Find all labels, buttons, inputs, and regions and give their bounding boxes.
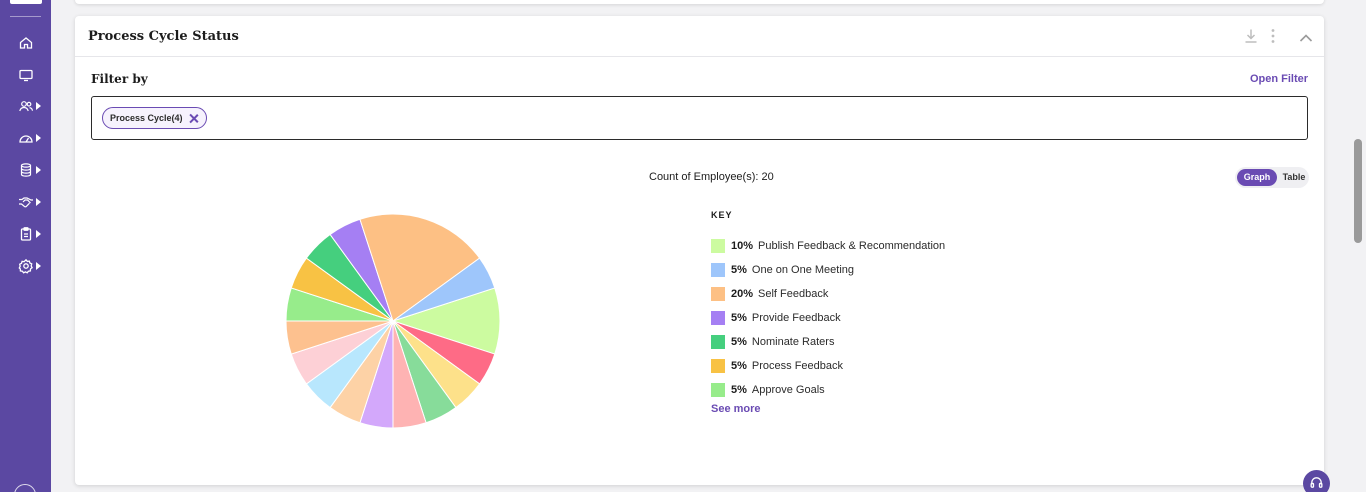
legend-swatch — [711, 383, 725, 397]
legend-item: 20% Self Feedback — [711, 282, 945, 306]
legend-item: 5% Approve Goals — [711, 378, 945, 402]
legend-swatch — [711, 263, 725, 277]
legend-percent: 5% — [731, 312, 747, 324]
legend-label: One on One Meeting — [751, 264, 855, 276]
legend-label: Provide Feedback — [751, 312, 841, 324]
headset-icon — [1310, 477, 1323, 488]
sidebar-item-database[interactable] — [0, 159, 51, 181]
support-button[interactable] — [1303, 470, 1330, 492]
legend-swatch — [711, 335, 725, 349]
sidebar-item-settings[interactable] — [0, 255, 51, 277]
sidebar-item-clipboard[interactable] — [0, 223, 51, 245]
legend-key-title: KEY — [711, 210, 733, 220]
legend-percent: 5% — [731, 384, 747, 396]
see-more-link[interactable]: See more — [711, 403, 761, 415]
legend-percent: 20% — [731, 288, 754, 300]
legend-label: Approve Goals — [751, 384, 825, 396]
view-toggle: Graph Table — [1235, 167, 1309, 188]
sidebar-item-monitor[interactable] — [0, 64, 51, 86]
legend: 10% Publish Feedback & Recommendation 5% O… — [711, 234, 945, 402]
legend-item: 10% Publish Feedback & Recommendation — [711, 234, 945, 258]
open-filter-link[interactable]: Open Filter — [1249, 73, 1308, 85]
pie-chart — [285, 213, 501, 429]
pie-slice[interactable] — [392, 257, 496, 322]
graph-toggle-button[interactable]: Graph — [1237, 169, 1277, 186]
sidebar-item-dashboard[interactable] — [0, 127, 51, 149]
users-icon — [19, 101, 34, 112]
handshake-icon — [19, 197, 33, 208]
legend-percent: 5% — [731, 264, 747, 276]
more-vertical-icon[interactable] — [1264, 27, 1282, 45]
filter-chip[interactable]: Process Cycle(4) — [102, 107, 207, 129]
card-header: Process Cycle Status — [75, 16, 1324, 57]
legend-swatch — [711, 239, 725, 253]
database-icon — [20, 163, 32, 177]
filter-by-label: Filter by — [91, 72, 148, 86]
legend-item: 5% Nominate Raters — [711, 330, 945, 354]
monitor-icon — [19, 69, 33, 82]
page-scrollbar[interactable] — [1354, 139, 1362, 243]
legend-swatch — [711, 359, 725, 373]
pie-slice[interactable] — [359, 213, 481, 322]
legend-percent: 5% — [731, 360, 747, 372]
table-toggle-button[interactable]: Table — [1282, 172, 1306, 182]
legend-item: 5% Process Feedback — [711, 354, 945, 378]
chevron-right-icon — [36, 166, 41, 174]
employee-count: Count of Employee(s): 20 — [649, 171, 774, 183]
card-title: Process Cycle Status — [88, 29, 239, 44]
legend-label: Self Feedback — [758, 288, 829, 300]
sidebar-divider — [10, 16, 41, 17]
legend-swatch — [711, 311, 725, 325]
chevron-right-icon — [36, 134, 41, 142]
legend-item: 5% One on One Meeting — [711, 258, 945, 282]
legend-swatch — [711, 287, 725, 301]
filter-chip-input[interactable]: Process Cycle(4) — [91, 96, 1308, 140]
sidebar-item-handshake[interactable] — [0, 191, 51, 213]
process-cycle-status-card: Process Cycle Status Filter by Open Filt… — [75, 16, 1324, 485]
settings-gear-icon — [18, 258, 33, 274]
close-icon[interactable] — [189, 114, 198, 123]
download-icon[interactable] — [1242, 27, 1260, 45]
legend-label: Nominate Raters — [751, 336, 835, 348]
sidebar — [0, 0, 51, 492]
legend-label: Publish Feedback & Recommendation — [758, 240, 946, 252]
sidebar-item-users[interactable] — [0, 95, 51, 117]
legend-percent: 5% — [731, 336, 747, 348]
chevron-right-icon — [36, 262, 41, 270]
chevron-right-icon — [36, 230, 41, 238]
home-icon — [19, 37, 33, 49]
chevron-right-icon — [36, 102, 41, 110]
chevron-up-icon[interactable] — [1297, 29, 1315, 47]
dashboard-gauge-icon — [19, 135, 33, 143]
clipboard-icon — [20, 227, 32, 241]
previous-card — [75, 0, 1324, 4]
sidebar-item-home[interactable] — [0, 32, 51, 54]
legend-item: 5% Provide Feedback — [711, 306, 945, 330]
chevron-right-icon — [36, 198, 41, 206]
legend-label: Process Feedback — [751, 360, 844, 372]
legend-percent: 10% — [731, 240, 754, 252]
filter-chip-label: Process Cycle(4) — [110, 113, 183, 123]
profile-avatar[interactable] — [14, 484, 36, 492]
app-logo[interactable] — [10, 0, 42, 4]
